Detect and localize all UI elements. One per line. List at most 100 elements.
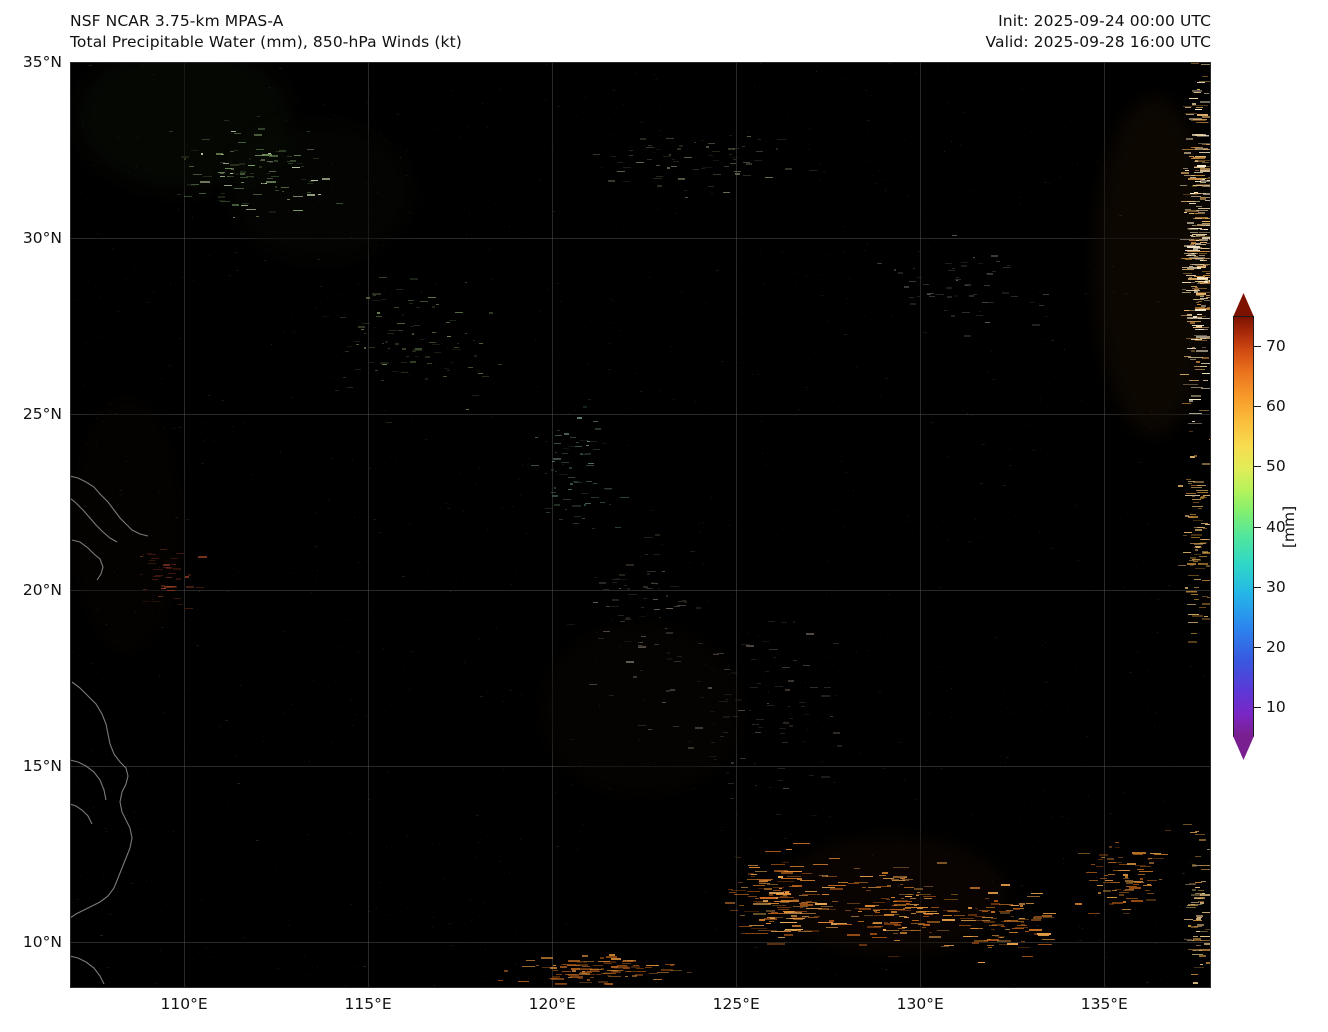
wind-barb [240, 176, 249, 178]
wind-barb [753, 901, 767, 903]
field-speckle [288, 977, 290, 979]
wind-barb [1189, 398, 1202, 400]
wind-barb [793, 659, 797, 661]
wind-barb [990, 255, 998, 258]
wind-barb [749, 709, 751, 711]
longitude-tick-label: 135°E [1080, 995, 1128, 1013]
field-speckle [117, 575, 119, 577]
wind-barb [622, 961, 634, 962]
wind-barb [1194, 275, 1206, 277]
field-speckle [322, 308, 324, 310]
wind-barb [1111, 889, 1117, 891]
field-speckle [1163, 78, 1165, 80]
wind-barb [1111, 901, 1124, 904]
field-speckle [1120, 78, 1122, 80]
field-speckle [398, 352, 400, 354]
field-speckle [136, 712, 138, 714]
wind-barb [281, 191, 284, 192]
field-speckle [1068, 654, 1070, 656]
wind-barb [763, 880, 769, 882]
field-speckle [786, 325, 787, 327]
wind-barb [800, 913, 816, 915]
field-speckle [1067, 589, 1069, 591]
field-speckle [502, 476, 504, 478]
wind-barb [1104, 874, 1108, 876]
colorbar-tick-label: 60 [1266, 397, 1286, 416]
wind-barb [168, 130, 173, 132]
wind-barb [504, 969, 509, 972]
wind-barb [825, 875, 838, 877]
field-speckle [867, 131, 869, 133]
wind-barb [339, 316, 347, 318]
field-speckle [478, 169, 480, 171]
field-speckle [1032, 846, 1034, 848]
wind-barb [712, 173, 721, 175]
field-speckle [1157, 598, 1159, 600]
field-speckle [81, 124, 83, 126]
field-speckle [439, 506, 441, 508]
wind-barb [235, 173, 239, 176]
wind-barb [140, 555, 143, 557]
wind-barb [1020, 941, 1026, 943]
wind-barb [306, 183, 313, 185]
field-speckle [970, 384, 972, 386]
field-speckle [735, 856, 739, 858]
field-speckle [1046, 453, 1048, 455]
field-speckle [409, 344, 411, 346]
field-speckle [415, 356, 419, 358]
field-speckle [519, 237, 521, 239]
field-speckle [983, 241, 985, 243]
wind-barb [717, 653, 724, 654]
wind-barb [1195, 121, 1208, 123]
field-speckle [940, 480, 941, 482]
wind-barb [1197, 931, 1209, 933]
colorbar-gradient [1233, 316, 1254, 737]
wind-barb [897, 901, 913, 903]
wind-barb [1200, 181, 1206, 183]
wind-barb [780, 899, 799, 902]
field-speckle [350, 831, 351, 833]
field-speckle [1188, 177, 1190, 179]
field-speckle [534, 339, 536, 341]
wind-barb [465, 282, 468, 284]
field-speckle [1154, 711, 1156, 713]
wind-barb [576, 416, 582, 419]
field-speckle [96, 417, 98, 419]
field-speckle [158, 566, 160, 568]
field-speckle [401, 699, 403, 701]
wind-barb [1188, 949, 1200, 951]
field-speckle [427, 572, 429, 573]
wind-barb [752, 885, 765, 887]
wind-barb [982, 920, 996, 922]
wind-barb [1021, 923, 1025, 925]
field-speckle [1121, 808, 1123, 810]
field-speckle [763, 675, 765, 677]
wind-barb [970, 927, 978, 929]
wind-barb [725, 772, 730, 775]
field-speckle [242, 410, 244, 412]
wind-barb [1194, 244, 1206, 245]
field-speckle [1196, 568, 1198, 570]
wind-barb [890, 908, 905, 910]
wind-barb [1126, 863, 1137, 866]
field-speckle [1035, 924, 1039, 926]
wind-barb [561, 462, 570, 464]
field-speckle [172, 427, 176, 429]
field-speckle [451, 89, 454, 91]
field-speckle [874, 686, 875, 687]
field-speckle [531, 328, 533, 330]
wind-barb [413, 325, 420, 327]
wind-barb [1203, 379, 1209, 381]
wind-barb [1192, 224, 1197, 226]
field-speckle [885, 563, 887, 565]
wind-barb [617, 964, 627, 966]
wind-barb [1203, 280, 1208, 283]
wind-barb [1196, 915, 1204, 917]
field-speckle [82, 505, 84, 506]
wind-barb [776, 892, 791, 895]
field-speckle [540, 984, 542, 986]
wind-barb [767, 916, 783, 918]
wind-barb [838, 882, 848, 884]
wind-barb [574, 481, 582, 483]
field-speckle [1098, 596, 1099, 598]
